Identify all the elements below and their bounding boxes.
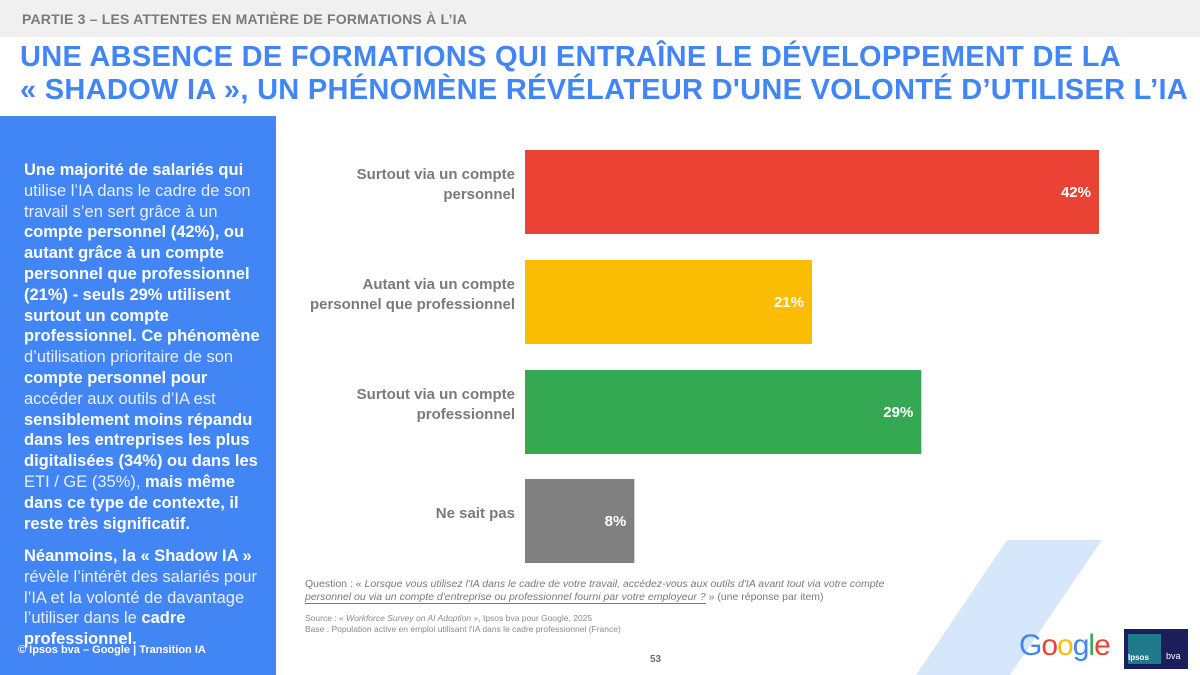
page-title: UNE ABSENCE DE FORMATIONS QUI ENTRAÎNE L… [20,41,1190,107]
google-logo: Google [1019,629,1111,663]
decorative-stripe-shape [916,540,1102,675]
category-label: Surtout via un compte professionnel [357,386,515,423]
bar-value-label: 29% [883,404,913,421]
summary-paragraph-2-run: cadre professionnel. [24,609,186,649]
source-line: Source : « Workforce Survey on AI Adopti… [305,613,905,624]
bar-chart-svg: 42% Surtout via un compte personnel 21% Auta… [310,150,1099,563]
google-logo-letter: o [1057,629,1074,662]
base-line: Base : Population active en emploi utili… [305,623,621,634]
source-title: Workforce Survey on AI Adoption [346,613,472,623]
question-text-2: personnel ou via un compte d'entreprise … [305,591,706,604]
summary-paragraph-1-run: utilise l’IA dans le cadre de son travai… [24,181,251,221]
summary-paragraph-2-run: révèle l’intérêt des salariés pour l’IA … [24,567,257,628]
source-note: Source : « Workforce Survey on AI Adopti… [305,613,905,634]
category-label-line: Surtout via un compte [357,386,515,403]
question-text-1: Lorsque vous utilisez l'IA dans le cadre… [364,578,885,590]
summary-panel: Une majorité de salariés qui utilise l’I… [0,116,276,675]
category-label: Ne sait pas [436,505,515,522]
summary-paragraph-1-run: mais même dans ce type de contexte, il r… [24,472,239,533]
bar-value-label: 8% [605,513,627,530]
summary-paragraph-1-run: sensiblement moins répandu dans les entr… [24,410,258,471]
copyright-note: © Ipsos bva – Google | Transition IA [18,644,206,656]
page-title-line-2: « SHADOW IA », UN PHÉNOMÈNE RÉVÉLATEUR D… [20,74,1189,106]
summary-paragraph-1: Une majorité de salariés qui utilise l’I… [24,160,264,534]
summary-paragraph-1-run: ETI / GE (35%), [24,472,146,491]
category-label-line: Surtout via un compte [357,166,515,183]
summary-paragraph-1-run: accéder aux outils d’IA est [24,389,216,408]
google-logo-letter: G [1019,629,1042,662]
source-prefix: Source : « [305,613,347,623]
bar-1 [525,150,1099,234]
summary-paragraph-2: Néanmoins, la « Shadow IA » révèle l’int… [24,546,264,650]
summary-paragraph-1-run: compte personnel (42%), ou autant grâce … [24,223,260,346]
google-logo-letter: e [1094,629,1111,662]
source-suffix: », Ipsos bva pour Google, 2025 [471,613,593,623]
survey-question: Question : « Lorsque vous utilisez l'IA … [305,578,965,604]
section-header-band: PARTIE 3 – LES ATTENTES EN MATIÈRE DE FO… [0,0,1200,37]
category-label-line: Autant via un compte [362,276,515,293]
bar-value-label: 42% [1061,184,1091,201]
bva-logo-text: bva [1166,651,1181,661]
category-label-line: personnel que professionnel [310,296,515,313]
bar-2 [525,260,812,344]
ipsos-emblem-icon [1128,634,1161,664]
ipsos-logo-text: Ipsos [1128,653,1149,662]
page-title-line-1: UNE ABSENCE DE FORMATIONS QUI ENTRAÎNE L… [20,41,1122,73]
question-suffix: » (une réponse par item) [705,591,824,603]
google-logo-letter: g [1072,629,1090,662]
summary-paragraph-2-run: Néanmoins, la « Shadow IA » [24,547,252,565]
section-label: PARTIE 3 – LES ATTENTES EN MATIÈRE DE FO… [22,11,468,27]
google-logo-letter: l [1088,629,1095,662]
bar-chart: 42% Surtout via un compte personnel 21% Auta… [276,116,1200,675]
category-label: Surtout via un compte personnel [357,166,515,203]
bar-4 [525,479,635,563]
category-label-line: personnel [443,186,515,203]
category-label-line: professionnel [417,406,515,423]
bar-value-label: 21% [774,294,804,311]
google-logo-letter: o [1041,629,1058,662]
summary-paragraph-1-run: Une majorité de salariés qui [24,161,244,179]
summary-paragraph-1-run: compte personnel pour [24,368,208,387]
summary-paragraph-1-run: d’utilisation prioritaire de son [24,348,234,367]
bar-3 [525,370,922,454]
page-number: 53 [650,654,662,665]
question-prefix: Question : « [305,578,365,590]
category-label: Autant via un compte personnel que profes… [310,276,515,313]
category-label-line: Ne sait pas [436,505,515,522]
ipsos-bva-logo: Ipsos bva [1124,629,1188,669]
